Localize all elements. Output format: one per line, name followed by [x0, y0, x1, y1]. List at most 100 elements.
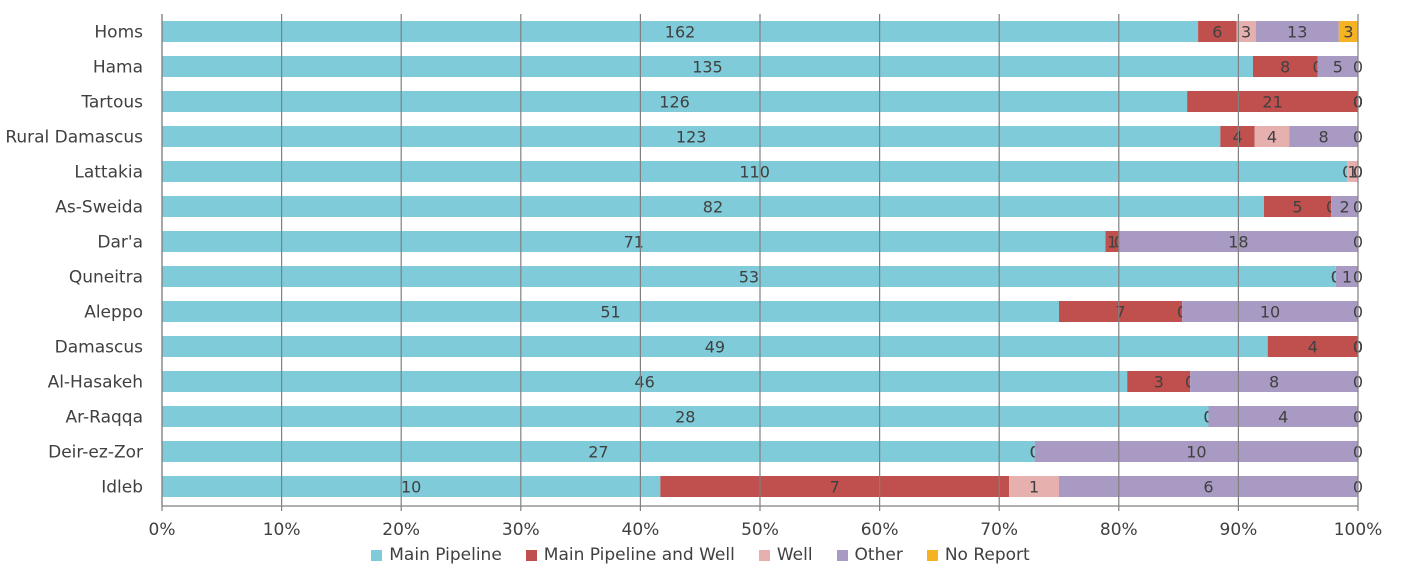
x-tick-label: 40%	[622, 520, 660, 540]
data-label: 6	[1203, 478, 1213, 497]
data-label: 8	[1318, 128, 1328, 147]
legend-swatch-other	[836, 549, 848, 561]
bar-main-pipeline-and-well	[1252, 56, 1318, 77]
bar-main-pipeline	[162, 336, 1268, 357]
bar-main-pipeline	[162, 371, 1128, 392]
x-tick-label: 50%	[741, 520, 779, 540]
legend-label-other: Other	[854, 545, 903, 565]
data-label: 3	[1241, 23, 1251, 42]
category-label: Damascus	[55, 338, 143, 358]
bar-other	[1208, 406, 1358, 427]
data-label: 4	[1278, 408, 1288, 427]
data-label: 28	[675, 408, 695, 427]
legend-label-main-pipeline-and-well: Main Pipeline and Well	[543, 545, 735, 565]
data-label: 1	[1107, 233, 1117, 252]
bar-main-pipeline-and-well	[1105, 231, 1119, 252]
legend-label-no-report: No Report	[944, 545, 1030, 565]
bar-well	[1347, 161, 1358, 182]
legend-item-well: Well	[758, 545, 813, 565]
x-tick-label: 80%	[1100, 520, 1138, 540]
data-label: 123	[676, 128, 707, 147]
legend-swatch-main-pipeline-and-well	[525, 549, 537, 561]
bar-other	[1182, 301, 1358, 322]
data-label: 3	[1154, 373, 1164, 392]
bar-other	[1335, 266, 1358, 287]
bar-main-pipeline-and-well	[660, 476, 1010, 497]
bar-main-pipeline-and-well	[1059, 301, 1183, 322]
bar-other	[1289, 126, 1358, 147]
category-label: As-Sweida	[55, 198, 143, 218]
bar-main-pipeline-and-well	[1187, 91, 1358, 112]
bar-other	[1034, 441, 1358, 462]
bar-main-pipeline	[162, 476, 661, 497]
bar-main-pipeline	[162, 266, 1336, 287]
category-label: Homs	[94, 23, 143, 43]
data-label: 10	[1186, 443, 1206, 462]
data-label: 27	[588, 443, 608, 462]
data-label: 51	[600, 303, 620, 322]
bar-main-pipeline-and-well	[1267, 336, 1358, 357]
data-label: 162	[665, 23, 696, 42]
bar-well	[1009, 476, 1059, 497]
stacked-bar-chart: Homs16263133Hama1358050Tartous12621000Ru…	[5, 14, 1382, 540]
bar-main-pipeline	[162, 231, 1106, 252]
bar-main-pipeline-and-well	[1127, 371, 1191, 392]
legend-label-well: Well	[776, 545, 813, 565]
data-label: 7	[830, 478, 840, 497]
bar-main-pipeline-and-well	[1263, 196, 1332, 217]
x-tick-label: 0%	[149, 520, 176, 540]
legend-item-main-pipeline: Main Pipeline	[371, 545, 502, 565]
category-label: Deir-ez-Zor	[48, 443, 143, 463]
category-label: Idleb	[101, 478, 143, 498]
legend-item-other: Other	[836, 545, 903, 565]
bar-other	[1255, 21, 1339, 42]
bar-well	[1254, 126, 1290, 147]
data-label: 5	[1292, 198, 1302, 217]
bar-main-pipeline	[162, 161, 1348, 182]
legend-item-main-pipeline-and-well: Main Pipeline and Well	[525, 545, 735, 565]
bar-main-pipeline	[162, 301, 1059, 322]
data-label: 10	[1260, 303, 1280, 322]
data-label: 4	[1232, 128, 1242, 147]
legend-swatch-main-pipeline	[371, 549, 383, 561]
legend-item-no-report: No Report	[926, 545, 1030, 565]
bar-main-pipeline	[162, 196, 1264, 217]
data-label: 135	[692, 58, 723, 77]
bar-other	[1331, 196, 1358, 217]
x-tick-label: 20%	[382, 520, 420, 540]
data-label: 10	[401, 478, 421, 497]
category-label: Quneitra	[69, 268, 143, 288]
data-label: 5	[1333, 58, 1343, 77]
data-label: 1	[1342, 268, 1352, 287]
data-label: 21	[1262, 93, 1282, 112]
bar-other	[1059, 476, 1358, 497]
category-label: Rural Damascus	[5, 128, 143, 148]
data-label: 4	[1267, 128, 1277, 147]
bar-other	[1317, 56, 1358, 77]
data-label: 8	[1269, 373, 1279, 392]
legend: Main Pipeline Main Pipeline and Well Wel…	[0, 545, 1401, 565]
category-label: Ar-Raqqa	[65, 408, 143, 428]
data-label: 1	[1348, 163, 1358, 182]
legend-swatch-well	[758, 549, 770, 561]
category-label: Aleppo	[84, 303, 143, 323]
data-label: 53	[739, 268, 759, 287]
category-label: Lattakia	[74, 163, 143, 183]
data-label: 49	[705, 338, 725, 357]
data-label: 71	[624, 233, 644, 252]
bar-main-pipeline	[162, 56, 1253, 77]
data-label: 1	[1029, 478, 1039, 497]
category-label: Al-Hasakeh	[48, 373, 143, 393]
data-label: 4	[1308, 338, 1318, 357]
bar-other	[1190, 371, 1358, 392]
category-label: Hama	[93, 58, 143, 78]
bar-well	[1236, 21, 1256, 42]
x-tick-label: 70%	[980, 520, 1018, 540]
data-label: 82	[703, 198, 723, 217]
category-label: Tartous	[80, 93, 143, 113]
x-tick-label: 90%	[1220, 520, 1258, 540]
bar-main-pipeline	[162, 441, 1035, 462]
data-label: 13	[1287, 23, 1307, 42]
x-tick-label: 30%	[502, 520, 540, 540]
